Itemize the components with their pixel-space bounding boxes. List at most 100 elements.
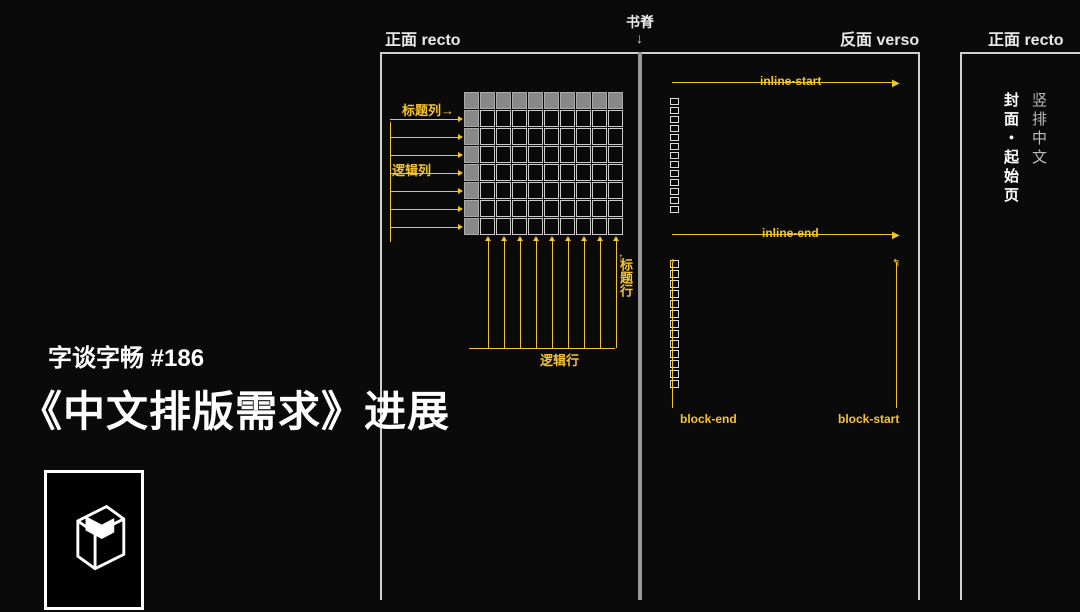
grid-cell	[480, 92, 495, 109]
grid-cell	[544, 128, 559, 145]
label-verso: 反面 verso	[840, 26, 919, 50]
grid-cell	[480, 146, 495, 163]
label-recto-2: 正面 recto	[988, 26, 1064, 50]
cover-text-sub: 竖排中文	[1028, 92, 1049, 168]
grid-cell	[528, 146, 543, 163]
grid-cell	[528, 92, 543, 109]
grid-cell	[608, 110, 623, 127]
grid-cell	[512, 110, 527, 127]
cover-text-main: 封面・起始页	[1000, 92, 1021, 206]
grid-cell	[496, 218, 511, 235]
heading-row-arrow-icon: ↑	[618, 250, 624, 264]
grid-cell	[480, 182, 495, 199]
spine-arrow-icon: ↓	[636, 30, 643, 46]
grid-cell	[576, 218, 591, 235]
podcast-logo	[44, 470, 144, 610]
inline-end-arrow-icon: ▶	[892, 230, 900, 241]
grid-cell	[560, 218, 575, 235]
grid-cell	[464, 182, 479, 199]
grid-cell	[544, 218, 559, 235]
grid-cell	[560, 110, 575, 127]
grid-cell	[544, 200, 559, 217]
grid-cell	[544, 164, 559, 181]
logical-col-bracket	[390, 122, 391, 242]
annot-heading-col: 标题列→	[402, 100, 454, 119]
grid-cell	[544, 110, 559, 127]
grid-cell	[512, 146, 527, 163]
grid-cell	[560, 92, 575, 109]
grid-cell	[592, 128, 607, 145]
grid-cell	[528, 164, 543, 181]
annot-inline-end: inline-end	[762, 226, 819, 240]
grid-cell	[496, 146, 511, 163]
grid-cell	[592, 200, 607, 217]
episode-number: 字谈字畅 #186	[48, 338, 204, 373]
grid-cell	[592, 164, 607, 181]
grid-cell	[480, 164, 495, 181]
grid-cell	[496, 128, 511, 145]
grid-cell	[576, 200, 591, 217]
grid-cell	[592, 110, 607, 127]
grid-cell	[592, 218, 607, 235]
spine-line	[638, 52, 642, 600]
grid-cell	[480, 128, 495, 145]
grid-cell	[464, 200, 479, 217]
grid-cell	[608, 218, 623, 235]
annot-logical-row: 逻辑行	[540, 350, 579, 369]
grid-cell	[464, 128, 479, 145]
grid-cell	[496, 182, 511, 199]
grid-cell	[560, 128, 575, 145]
grid-cell	[576, 92, 591, 109]
grid-cell	[560, 182, 575, 199]
grid-cell	[480, 110, 495, 127]
annot-block-start: block-start	[838, 412, 899, 426]
inline-end-line	[672, 234, 894, 235]
logo-icon	[47, 473, 147, 607]
grid-cell	[496, 200, 511, 217]
recto-grid	[464, 92, 623, 235]
grid-cell	[512, 164, 527, 181]
block-start-line	[896, 262, 897, 408]
grid-cell	[464, 110, 479, 127]
grid-cell	[608, 182, 623, 199]
block-start-arrow-icon: ↰	[892, 258, 900, 269]
grid-cell	[512, 182, 527, 199]
grid-cell	[512, 128, 527, 145]
grid-cell	[592, 182, 607, 199]
grid-cell	[576, 182, 591, 199]
label-spine: 书脊	[626, 12, 654, 32]
grid-cell	[608, 146, 623, 163]
grid-cell	[528, 200, 543, 217]
grid-cell	[544, 182, 559, 199]
annot-block-end: block-end	[680, 412, 737, 426]
block-end-arrow-icon: ↱	[668, 258, 676, 269]
annot-logical-col: 逻辑列	[392, 160, 431, 179]
grid-cell	[576, 110, 591, 127]
grid-cell	[576, 128, 591, 145]
grid-cell	[496, 110, 511, 127]
grid-cell	[528, 128, 543, 145]
grid-cell	[464, 92, 479, 109]
grid-cell	[512, 218, 527, 235]
grid-cell	[496, 92, 511, 109]
logical-row-bracket	[469, 348, 615, 349]
grid-cell	[592, 146, 607, 163]
grid-cell	[480, 200, 495, 217]
grid-cell	[528, 218, 543, 235]
grid-cell	[544, 92, 559, 109]
grid-cell	[512, 200, 527, 217]
episode-title: 《中文排版需求》进展	[20, 378, 450, 439]
label-recto: 正面 recto	[385, 26, 461, 50]
grid-cell	[464, 146, 479, 163]
grid-cell	[496, 164, 511, 181]
grid-cell	[608, 200, 623, 217]
block-end-line	[672, 262, 673, 408]
annot-inline-start: inline-start	[760, 74, 821, 88]
grid-cell	[560, 146, 575, 163]
text-column	[670, 98, 679, 213]
grid-cell	[592, 92, 607, 109]
grid-cell	[464, 164, 479, 181]
grid-cell	[576, 146, 591, 163]
grid-cell	[464, 218, 479, 235]
grid-cell	[608, 164, 623, 181]
